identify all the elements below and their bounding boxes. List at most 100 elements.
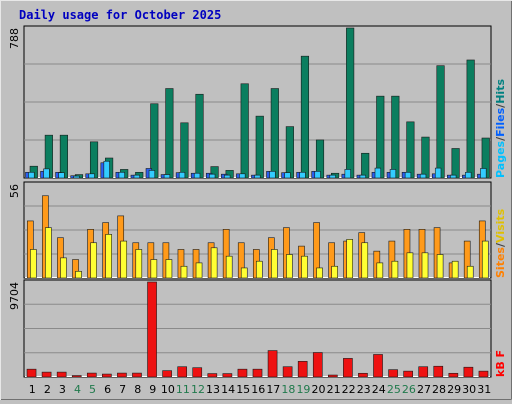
legend-item-top-2: Files xyxy=(494,107,507,137)
x-tick-label-18: 18 xyxy=(281,383,295,396)
bar-top-pages-day-6 xyxy=(103,160,110,179)
bar-middle-visits-day-12 xyxy=(195,262,203,279)
bar-top-pages-day-12 xyxy=(193,172,201,179)
bar-middle-visits-day-25 xyxy=(391,260,399,279)
x-tick-label-13: 13 xyxy=(206,383,220,396)
bar-top-pages-day-16 xyxy=(254,174,261,179)
bar-middle-visits-day-27 xyxy=(421,252,429,279)
max-label-middle: 56 xyxy=(8,184,21,198)
bar-bottom-kb-f-day-28 xyxy=(433,365,444,378)
bar-middle-visits-day-9 xyxy=(150,259,158,279)
bar-bottom-kb-f-day-26 xyxy=(403,370,413,378)
bar-top-hits-day-19 xyxy=(300,55,310,179)
bar-middle-visits-day-15 xyxy=(240,267,248,279)
x-tick-label-31: 31 xyxy=(477,383,491,396)
legend-item-top-1: / xyxy=(494,136,507,141)
x-tick-label-3: 3 xyxy=(59,383,66,396)
max-label-bottom: 9704 xyxy=(8,282,21,310)
bar-bottom-kb-f-day-4 xyxy=(71,375,82,378)
bar-middle-visits-day-11 xyxy=(180,265,188,279)
bar-middle-visits-day-31 xyxy=(481,240,489,279)
x-tick-label-24: 24 xyxy=(372,383,386,396)
legend-item-top-0: Pages xyxy=(494,140,507,178)
bar-top-pages-day-19 xyxy=(299,171,306,179)
x-tick-label-5: 5 xyxy=(89,383,96,396)
bar-bottom-kb-f-day-6 xyxy=(102,373,112,378)
bar-top-pages-day-28 xyxy=(434,167,442,179)
legend-item-top-4: Hits xyxy=(494,79,507,104)
chart-title: Daily usage for October 2025 xyxy=(19,8,221,22)
bar-bottom-kb-f-day-24 xyxy=(373,354,383,378)
bar-middle-visits-day-22 xyxy=(346,239,354,279)
bar-top-pages-day-29 xyxy=(450,174,457,179)
bar-top-pages-day-25 xyxy=(389,169,397,179)
legend-item-middle-0: Sites xyxy=(494,247,507,278)
bar-top-hits-day-11 xyxy=(180,122,189,179)
x-tick-label-1: 1 xyxy=(29,383,36,396)
x-tick-label-29: 29 xyxy=(447,383,461,396)
bar-top-hits-day-26 xyxy=(406,121,415,179)
x-tick-label-12: 12 xyxy=(191,383,205,396)
bar-bottom-kb-f-day-9 xyxy=(147,281,157,378)
bar-top-hits-day-30 xyxy=(466,59,475,179)
bar-middle-visits-day-23 xyxy=(361,242,369,279)
x-tick-label-15: 15 xyxy=(236,383,250,396)
legend-item-middle-1: / xyxy=(494,242,507,247)
bar-middle-visits-day-6 xyxy=(105,234,112,279)
legend-item-top-3: / xyxy=(494,103,507,108)
x-tick-label-28: 28 xyxy=(432,383,446,396)
bar-top-pages-day-8 xyxy=(133,174,140,179)
bar-top-pages-day-18 xyxy=(284,172,291,179)
bar-top-hits-day-9 xyxy=(150,103,159,179)
bar-bottom-kb-f-day-20 xyxy=(312,352,323,378)
bar-top-pages-day-13 xyxy=(208,173,216,179)
panel-middle: 56 Sites/Visits xyxy=(8,181,507,279)
bar-bottom-kb-f-day-29 xyxy=(448,372,459,378)
bar-top-hits-day-3 xyxy=(59,134,68,179)
bar-top-pages-day-9 xyxy=(148,170,156,179)
bar-top-pages-day-10 xyxy=(163,174,171,179)
bar-top-hits-day-10 xyxy=(165,88,174,179)
bar-middle-visits-day-29 xyxy=(451,260,459,279)
legend-middle: Sites/Visits xyxy=(494,208,507,278)
bar-top-pages-day-22 xyxy=(344,169,351,179)
bar-bottom-kb-f-day-13 xyxy=(207,373,218,378)
bar-bottom-kb-f-day-12 xyxy=(192,367,203,378)
bar-top-hits-day-25 xyxy=(391,95,400,179)
bar-bottom-kb-f-day-18 xyxy=(282,366,293,378)
x-tick-label-4: 4 xyxy=(74,383,81,396)
bar-top-pages-day-1 xyxy=(28,171,35,179)
bar-middle-visits-day-3 xyxy=(60,257,67,279)
bar-top-hits-day-17 xyxy=(270,88,279,179)
bar-top-pages-day-7 xyxy=(118,171,125,179)
x-tick-label-26: 26 xyxy=(402,383,416,396)
bar-top-hits-day-22 xyxy=(346,27,355,179)
bar-middle-visits-day-13 xyxy=(210,247,218,279)
bar-middle-visits-day-5 xyxy=(90,242,97,279)
bar-bottom-kb-f-day-3 xyxy=(56,371,67,378)
bar-top-hits-day-18 xyxy=(285,126,294,179)
x-tick-label-22: 22 xyxy=(342,383,356,396)
max-label-top: 788 xyxy=(8,28,21,49)
bar-middle-visits-day-7 xyxy=(120,240,128,279)
bar-top-pages-day-3 xyxy=(58,172,65,179)
bar-bottom-kb-f-day-16 xyxy=(252,368,263,378)
x-tick-label-30: 30 xyxy=(462,383,476,396)
bar-bottom-kb-f-day-15 xyxy=(237,368,248,378)
x-tick-label-14: 14 xyxy=(221,383,235,396)
legend-item-middle-2: Visits xyxy=(494,208,507,243)
bar-bottom-kb-f-day-25 xyxy=(388,369,398,378)
bar-bottom-kb-f-day-5 xyxy=(86,372,97,378)
bar-top-hits-day-16 xyxy=(255,115,264,179)
x-axis-labels: 1 2 3 4 5 6 7 8 9 10 11 12 13 14 15 16 17 18 19 20 21 22 23 24 2… xyxy=(29,383,491,396)
bar-top-pages-day-20 xyxy=(314,171,321,179)
x-tick-label-20: 20 xyxy=(312,383,326,396)
x-tick-label-6: 6 xyxy=(104,383,111,396)
bar-middle-visits-day-20 xyxy=(316,267,323,279)
bar-bottom-kb-f-day-7 xyxy=(117,372,127,378)
bar-middle-visits-day-1 xyxy=(30,249,37,279)
bar-middle-visits-day-28 xyxy=(436,254,444,279)
x-tick-label-8: 8 xyxy=(134,383,141,396)
